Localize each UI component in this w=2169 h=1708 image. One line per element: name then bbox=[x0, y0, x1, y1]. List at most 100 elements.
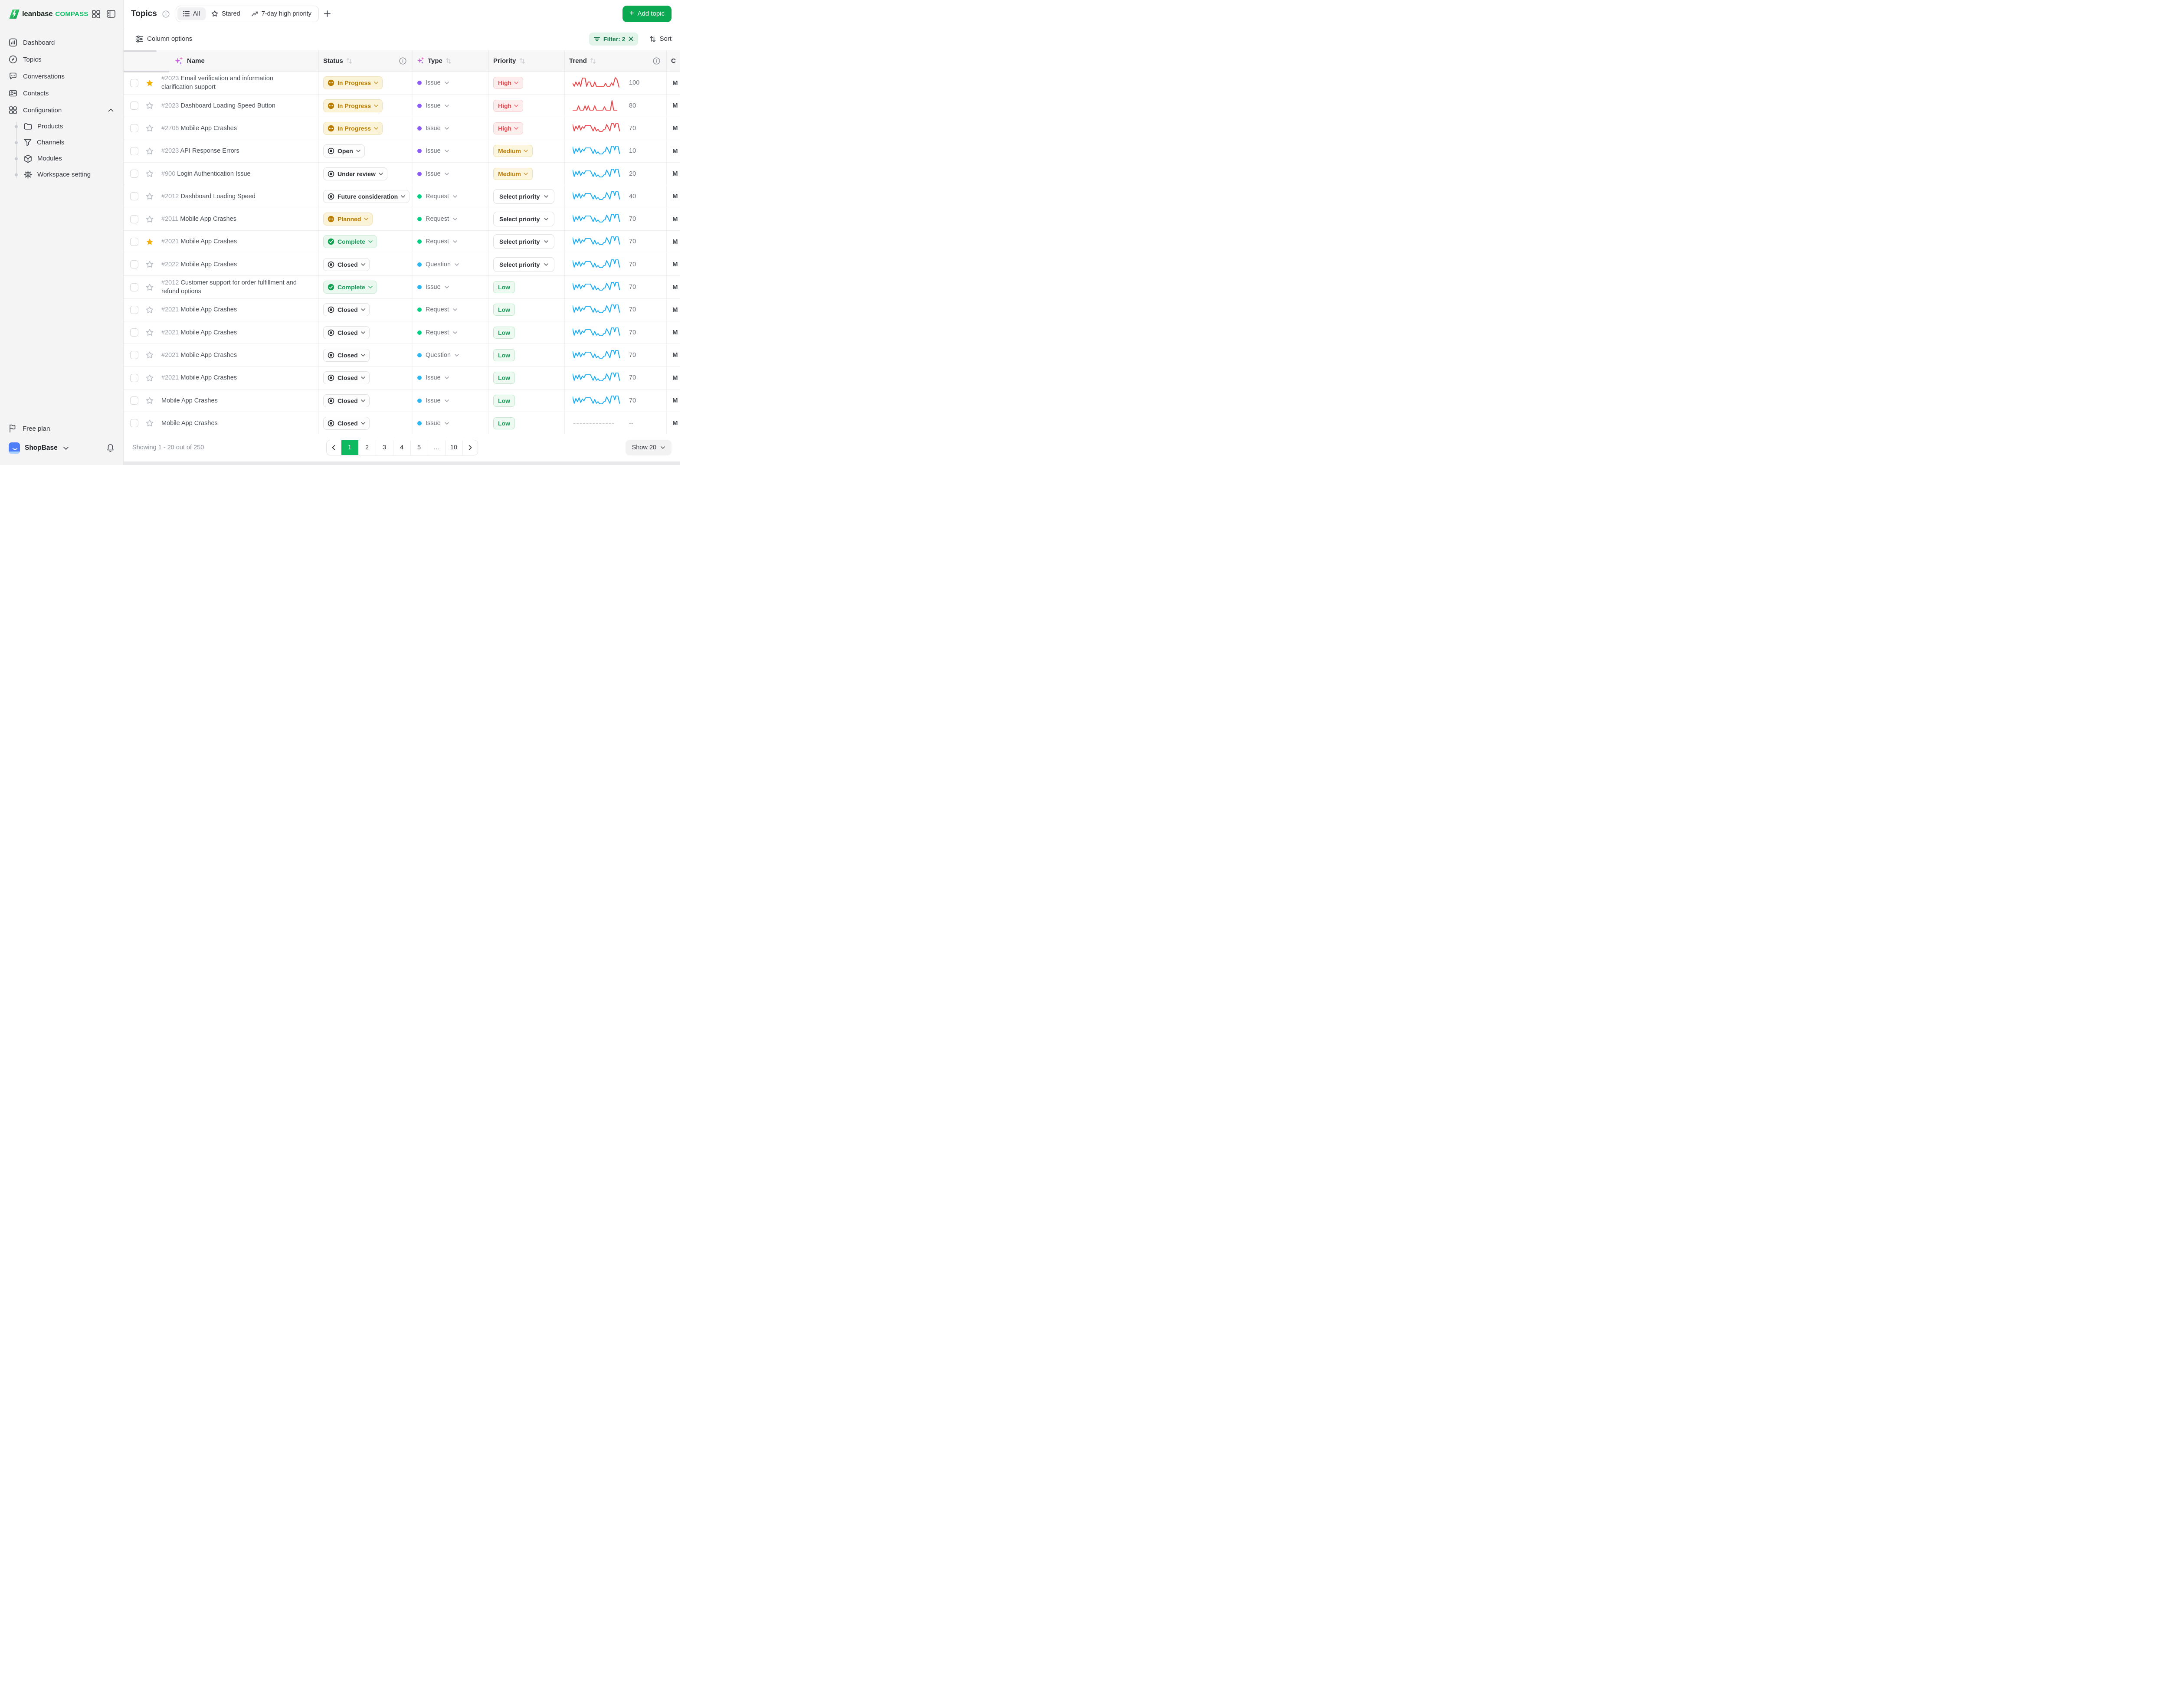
priority-badge[interactable]: Low bbox=[493, 372, 515, 384]
type-dropdown[interactable]: Request bbox=[417, 193, 457, 200]
select-priority-dropdown[interactable]: Select priority bbox=[493, 212, 555, 227]
tab-all[interactable]: All bbox=[177, 7, 206, 20]
row-checkbox[interactable] bbox=[130, 124, 138, 133]
type-dropdown[interactable]: Question bbox=[417, 352, 459, 359]
topic-name[interactable]: #2012 Customer support for order fulfill… bbox=[161, 279, 297, 295]
column-header-type[interactable]: Type bbox=[413, 50, 489, 72]
topic-name[interactable]: #2023 Dashboard Loading Speed Button bbox=[161, 102, 275, 109]
star-icon[interactable] bbox=[146, 374, 154, 382]
priority-badge[interactable]: Low bbox=[493, 304, 515, 316]
horizontal-scrollbar[interactable] bbox=[124, 50, 157, 52]
sidebar-item-workspace-setting[interactable]: Workspace setting bbox=[0, 167, 123, 183]
info-icon[interactable] bbox=[653, 57, 660, 65]
workspace-switcher[interactable]: ShopBase bbox=[0, 437, 123, 459]
next-page-button[interactable] bbox=[462, 440, 478, 455]
column-options-button[interactable]: Column options bbox=[136, 35, 192, 43]
row-checkbox[interactable] bbox=[130, 283, 138, 291]
star-icon[interactable] bbox=[146, 284, 154, 291]
row-checkbox[interactable] bbox=[130, 419, 138, 428]
priority-badge[interactable]: High bbox=[493, 77, 524, 89]
star-icon[interactable] bbox=[146, 170, 154, 177]
column-header-clipped[interactable]: C bbox=[667, 50, 680, 72]
status-dropdown[interactable]: Planned bbox=[323, 213, 373, 226]
topic-name[interactable]: #2021 Mobile App Crashes bbox=[161, 329, 237, 336]
sidebar-item-topics[interactable]: Topics bbox=[0, 51, 123, 68]
row-checkbox[interactable] bbox=[130, 192, 138, 201]
sort-column-icon[interactable] bbox=[446, 58, 452, 64]
type-dropdown[interactable]: Issue bbox=[417, 284, 449, 291]
topic-name[interactable]: #2021 Mobile App Crashes bbox=[161, 374, 237, 382]
topic-name[interactable]: Mobile App Crashes bbox=[161, 397, 218, 404]
star-icon[interactable] bbox=[146, 397, 154, 404]
type-dropdown[interactable]: Issue bbox=[417, 147, 449, 154]
type-dropdown[interactable]: Issue bbox=[417, 397, 449, 404]
star-icon[interactable] bbox=[146, 193, 154, 200]
type-dropdown[interactable]: Request bbox=[417, 306, 457, 313]
star-icon[interactable] bbox=[146, 351, 154, 359]
sidebar-item-channels[interactable]: Channels bbox=[0, 134, 123, 151]
status-dropdown[interactable]: Open bbox=[323, 144, 365, 158]
status-dropdown[interactable]: Closed bbox=[323, 371, 370, 385]
select-priority-dropdown[interactable]: Select priority bbox=[493, 189, 555, 204]
star-filled-icon[interactable] bbox=[146, 238, 154, 245]
topic-name[interactable]: #2021 Mobile App Crashes bbox=[161, 351, 237, 359]
page-button-4[interactable]: 4 bbox=[393, 440, 411, 455]
status-dropdown[interactable]: In Progress bbox=[323, 76, 383, 90]
filter-chip[interactable]: Filter: 2 bbox=[589, 32, 639, 46]
status-dropdown[interactable]: Closed bbox=[323, 326, 370, 339]
row-checkbox[interactable] bbox=[130, 373, 138, 382]
priority-badge[interactable]: Low bbox=[493, 326, 515, 339]
page-size-select[interactable]: Show 20 bbox=[625, 440, 672, 456]
collapse-panel-icon[interactable] bbox=[107, 10, 115, 18]
status-dropdown[interactable]: Closed bbox=[323, 348, 370, 362]
row-checkbox[interactable] bbox=[130, 305, 138, 314]
status-dropdown[interactable]: Under review bbox=[323, 167, 387, 180]
topic-name[interactable]: #2706 Mobile App Crashes bbox=[161, 124, 237, 132]
column-header-trend[interactable]: Trend bbox=[565, 50, 667, 72]
priority-badge[interactable]: Low bbox=[493, 281, 515, 294]
page-button-...[interactable]: ... bbox=[428, 440, 446, 455]
plan-item[interactable]: Free plan bbox=[0, 420, 123, 437]
sidebar-item-dashboard[interactable]: Dashboard bbox=[0, 34, 123, 51]
row-checkbox[interactable] bbox=[130, 79, 138, 87]
row-checkbox[interactable] bbox=[130, 215, 138, 223]
status-dropdown[interactable]: In Progress bbox=[323, 121, 383, 135]
page-button-5[interactable]: 5 bbox=[410, 440, 428, 455]
row-checkbox[interactable] bbox=[130, 147, 138, 155]
star-filled-icon[interactable] bbox=[146, 79, 154, 87]
topic-name[interactable]: #2022 Mobile App Crashes bbox=[161, 261, 237, 268]
row-checkbox[interactable] bbox=[130, 396, 138, 405]
info-icon[interactable] bbox=[399, 57, 406, 65]
sidebar-item-configuration[interactable]: Configuration bbox=[0, 101, 123, 118]
topic-name[interactable]: #2021 Mobile App Crashes bbox=[161, 238, 237, 245]
type-dropdown[interactable]: Issue bbox=[417, 79, 449, 86]
type-dropdown[interactable]: Issue bbox=[417, 125, 449, 132]
status-dropdown[interactable]: Complete bbox=[323, 235, 377, 249]
status-dropdown[interactable]: Closed bbox=[323, 258, 370, 271]
scrollbar-thumb[interactable] bbox=[124, 70, 169, 72]
add-view-button[interactable] bbox=[324, 10, 331, 17]
status-dropdown[interactable]: Complete bbox=[323, 281, 377, 294]
tab-stared[interactable]: Stared bbox=[206, 7, 246, 20]
column-header-priority[interactable]: Priority bbox=[489, 50, 565, 72]
row-checkbox[interactable] bbox=[130, 260, 138, 269]
status-dropdown[interactable]: Closed bbox=[323, 416, 370, 430]
page-button-2[interactable]: 2 bbox=[358, 440, 376, 455]
priority-badge[interactable]: Medium bbox=[493, 145, 533, 157]
add-topic-button[interactable]: + Add topic bbox=[622, 5, 672, 22]
priority-badge[interactable]: Low bbox=[493, 349, 515, 361]
type-dropdown[interactable]: Issue bbox=[417, 170, 449, 177]
topic-name[interactable]: #2011 Mobile App Crashes bbox=[161, 216, 237, 223]
sort-column-icon[interactable] bbox=[519, 58, 525, 64]
page-button-10[interactable]: 10 bbox=[445, 440, 463, 455]
status-dropdown[interactable]: Closed bbox=[323, 303, 370, 317]
type-dropdown[interactable]: Issue bbox=[417, 374, 449, 381]
select-priority-dropdown[interactable]: Select priority bbox=[493, 234, 555, 249]
sidebar-item-contacts[interactable]: Contacts bbox=[0, 85, 123, 101]
apps-grid-icon[interactable] bbox=[92, 10, 100, 18]
brand-logo[interactable]: leanbase COMPASS bbox=[9, 9, 92, 20]
sidebar-item-products[interactable]: Products bbox=[0, 118, 123, 134]
type-dropdown[interactable]: Request bbox=[417, 238, 457, 245]
type-dropdown[interactable]: Issue bbox=[417, 102, 449, 109]
sort-column-icon[interactable] bbox=[346, 58, 352, 64]
